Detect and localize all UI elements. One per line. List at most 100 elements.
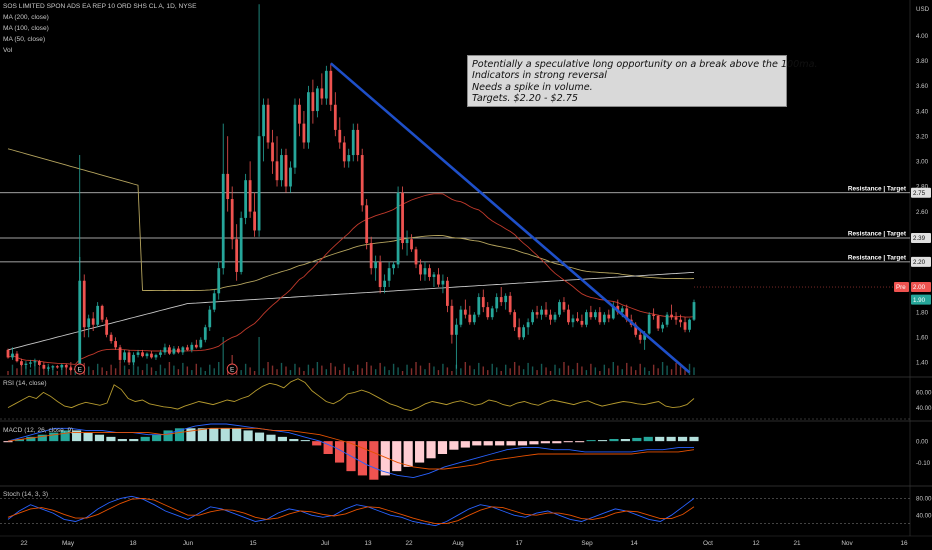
volume-bar: [52, 367, 54, 375]
macd-bar: [323, 441, 333, 454]
candle-body: [280, 155, 283, 181]
macd-bar: [643, 436, 653, 442]
volume-bar: [621, 369, 623, 375]
macd-bar: [266, 434, 276, 442]
candle-body: [459, 309, 463, 325]
volume-bar: [491, 363, 493, 375]
candle-body: [549, 314, 552, 320]
volume-bar: [688, 363, 691, 375]
legend-vol: Vol: [3, 47, 13, 54]
time-tick-label: 13: [364, 540, 372, 547]
volume-bar: [155, 371, 157, 375]
time-tick-label: 22: [20, 540, 28, 547]
candle-body: [576, 318, 579, 321]
volume-bar: [365, 362, 368, 375]
candle-body: [221, 173, 225, 269]
volume-bar: [648, 371, 650, 375]
volume-bar: [159, 364, 162, 375]
volume-bar: [303, 371, 305, 375]
candle-body: [60, 364, 64, 368]
volume-bar: [294, 363, 296, 375]
rsi-line: [7, 378, 695, 412]
price-tag: [911, 187, 931, 198]
candle-body: [239, 217, 243, 272]
candle-body: [602, 314, 606, 323]
candle-body: [567, 309, 570, 323]
volume-bar: [11, 364, 14, 375]
earnings-marker-label: E: [230, 367, 235, 374]
volume-bar: [433, 366, 435, 375]
macd-bar: [49, 432, 59, 442]
volume-bar: [608, 368, 610, 375]
volume-bar: [244, 363, 247, 375]
volume-bar: [419, 365, 422, 375]
candle-body: [145, 353, 149, 357]
price-tick-label: 3.40: [916, 108, 929, 115]
volume-bar: [487, 370, 489, 375]
macd-bar: [403, 441, 413, 467]
candle-body: [553, 314, 557, 320]
signal-line: [7, 427, 695, 470]
legend-ma100: MA (100, close): [3, 25, 49, 32]
candle-body: [311, 92, 315, 112]
candle-body: [150, 353, 153, 358]
annotation-box[interactable]: Potentially a speculative long opportuni…: [467, 55, 818, 107]
candle-body: [419, 264, 422, 275]
candle-body: [441, 280, 445, 285]
volume-bar: [361, 368, 363, 375]
macd-bar: [3, 441, 13, 443]
price-tick-label: 1.40: [916, 360, 929, 367]
volume-bar: [684, 370, 686, 375]
volume-bar: [397, 367, 399, 375]
candle-body: [176, 348, 180, 353]
chart-title: SOS LIMITED SPON ADS EA REP 10 ORD SHS C…: [3, 3, 197, 10]
volume-bar: [572, 369, 574, 375]
volume-bar: [56, 371, 59, 375]
volume-bar: [312, 368, 314, 375]
candle-body: [257, 136, 261, 231]
volume-bar: [612, 362, 614, 375]
legend-ma50: MA (50, close): [3, 36, 46, 43]
price-tick-label: 3.60: [916, 83, 929, 90]
earnings-marker: [226, 363, 238, 375]
candle-body: [369, 243, 373, 269]
volume-bar: [670, 369, 673, 375]
pre-tag: [894, 282, 909, 293]
candle-body: [293, 104, 297, 168]
candle-body: [91, 318, 95, 325]
macd-bar: [232, 428, 242, 442]
candle-body: [69, 367, 73, 370]
macd-bar: [517, 441, 528, 446]
time-tick-label: 16: [900, 540, 908, 547]
volume-bar: [473, 369, 476, 375]
volume-bar: [218, 362, 220, 375]
volume-bar: [101, 367, 103, 375]
volume-bar: [92, 370, 94, 375]
candle-body: [248, 180, 252, 212]
volume-bar: [20, 362, 23, 375]
macd-bar: [655, 436, 665, 442]
macd-bar: [220, 428, 230, 442]
volume-bar: [599, 371, 601, 375]
macd-bar: [106, 436, 116, 442]
volume-bar: [603, 364, 606, 375]
volume-bar: [289, 370, 292, 375]
time-tick-label: 18: [129, 540, 137, 547]
volume-bar: [150, 367, 153, 375]
candle-body: [159, 352, 162, 355]
volume-bar: [478, 362, 480, 375]
time-tick-label: 15: [249, 540, 257, 547]
earnings-marker-label: E: [78, 367, 83, 374]
volume-bar: [123, 365, 126, 375]
candle-body: [580, 320, 584, 325]
volume-bar: [258, 337, 260, 375]
volume-bar: [164, 368, 166, 375]
macd-bar: [472, 441, 482, 446]
volume-bar: [464, 362, 467, 375]
macd-bar: [552, 441, 562, 444]
volume-bar: [666, 365, 668, 375]
macd-bar: [357, 441, 368, 476]
macd-bar: [254, 432, 265, 442]
volume-bar: [330, 362, 332, 375]
